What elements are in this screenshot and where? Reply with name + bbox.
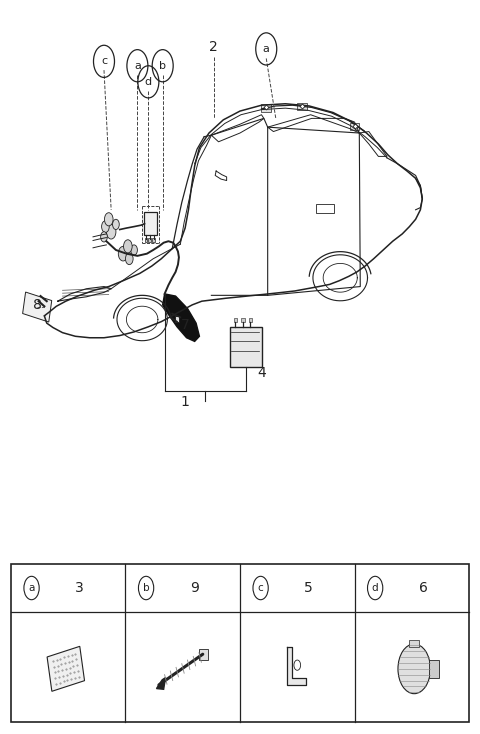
Bar	[148, 239, 151, 242]
Circle shape	[398, 644, 431, 694]
Text: d: d	[372, 583, 378, 593]
Text: d: d	[145, 77, 152, 87]
Bar	[241, 318, 245, 321]
Circle shape	[118, 247, 128, 261]
Text: 1: 1	[180, 395, 190, 409]
Circle shape	[113, 219, 119, 230]
Bar	[262, 104, 271, 112]
Bar	[175, 316, 180, 321]
Bar	[144, 239, 147, 242]
Text: 2: 2	[209, 40, 218, 54]
Polygon shape	[47, 647, 84, 691]
Text: 9: 9	[190, 581, 199, 595]
Text: a: a	[263, 44, 270, 54]
Bar	[152, 239, 155, 242]
Text: 3: 3	[75, 581, 84, 595]
Bar	[430, 660, 439, 677]
Bar	[297, 103, 307, 110]
Text: c: c	[101, 57, 107, 66]
Bar	[199, 649, 208, 660]
Text: c: c	[258, 583, 264, 593]
Circle shape	[107, 225, 116, 239]
Circle shape	[105, 213, 113, 226]
Circle shape	[123, 240, 132, 253]
Bar	[11, 564, 469, 722]
Bar	[249, 318, 252, 321]
Text: a: a	[134, 61, 141, 70]
Text: 5: 5	[304, 581, 313, 595]
Polygon shape	[287, 647, 306, 685]
Polygon shape	[163, 294, 199, 341]
Text: 4: 4	[257, 366, 266, 380]
Text: a: a	[28, 583, 35, 593]
Circle shape	[125, 253, 133, 265]
Text: 6: 6	[419, 581, 428, 595]
Circle shape	[131, 245, 137, 255]
Text: 7: 7	[181, 318, 190, 332]
Circle shape	[101, 232, 108, 242]
Polygon shape	[156, 677, 166, 689]
Circle shape	[102, 221, 109, 233]
Text: 8: 8	[33, 298, 42, 312]
Bar	[234, 318, 237, 321]
Bar	[409, 639, 419, 647]
Bar	[229, 327, 262, 367]
Bar	[316, 204, 335, 214]
Polygon shape	[23, 292, 52, 322]
Bar	[144, 212, 157, 236]
Text: b: b	[159, 61, 166, 70]
Bar	[350, 123, 360, 130]
Text: b: b	[143, 583, 149, 593]
